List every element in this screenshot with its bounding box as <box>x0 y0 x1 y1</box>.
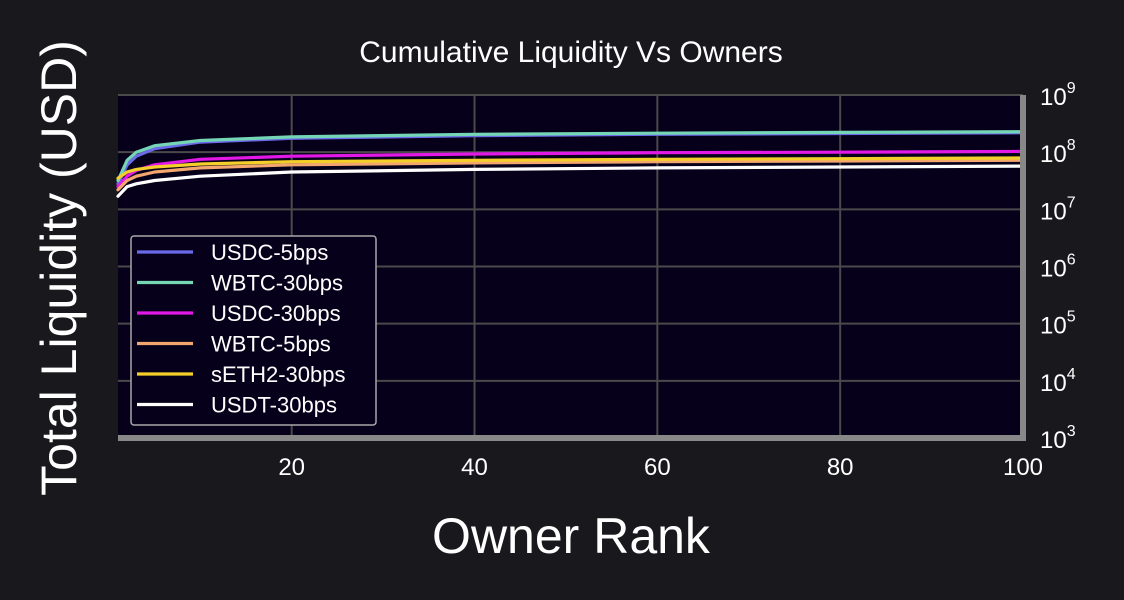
legend-label-usdt-30bps: USDT-30bps <box>211 393 337 418</box>
y-tick-label: 103 <box>1040 423 1076 454</box>
series-lines <box>116 130 1025 198</box>
series-line-seth2-30bps <box>116 156 1025 180</box>
x-tick-label: 100 <box>1003 454 1043 481</box>
series-line-wbtc-5bps <box>116 158 1025 192</box>
y-tick-labels: 103 104 105 106 107 108 109 <box>1040 80 1076 454</box>
series-line-usdt-30bps <box>116 164 1025 198</box>
legend-label-usdc-30bps: USDC-30bps <box>211 301 341 326</box>
y-tick-label: 105 <box>1040 309 1076 340</box>
legend-label-wbtc-5bps: WBTC-5bps <box>211 332 331 357</box>
x-tick-label: 80 <box>827 454 854 481</box>
legend-label-wbtc-30bps: WBTC-30bps <box>211 271 343 296</box>
chart-title: Cumulative Liquidity Vs Owners <box>359 36 783 69</box>
legend-label-seth2-30bps: sETH2-30bps <box>211 362 346 387</box>
y-tick-label: 107 <box>1040 194 1076 225</box>
y-tick-label: 109 <box>1040 80 1076 111</box>
y-axis-label: Total Liquidity (USD) <box>31 40 87 496</box>
legend: USDC-5bps WBTC-30bps USDC-30bps WBTC-5bps sE… <box>130 235 377 426</box>
y-tick-label: 108 <box>1040 137 1076 168</box>
x-tick-label: 60 <box>644 454 671 481</box>
y-tick-label: 104 <box>1040 366 1076 397</box>
x-tick-label: 40 <box>461 454 488 481</box>
x-tick-labels: 20 40 60 80 100 <box>278 454 1043 481</box>
y-tick-label: 106 <box>1040 252 1076 283</box>
x-axis-label: Owner Rank <box>432 508 711 564</box>
legend-label-usdc-5bps: USDC-5bps <box>211 240 328 265</box>
x-tick-label: 20 <box>278 454 305 481</box>
series-line-wbtc-30bps <box>116 130 1025 183</box>
series-line-usdc-30bps <box>116 149 1025 189</box>
